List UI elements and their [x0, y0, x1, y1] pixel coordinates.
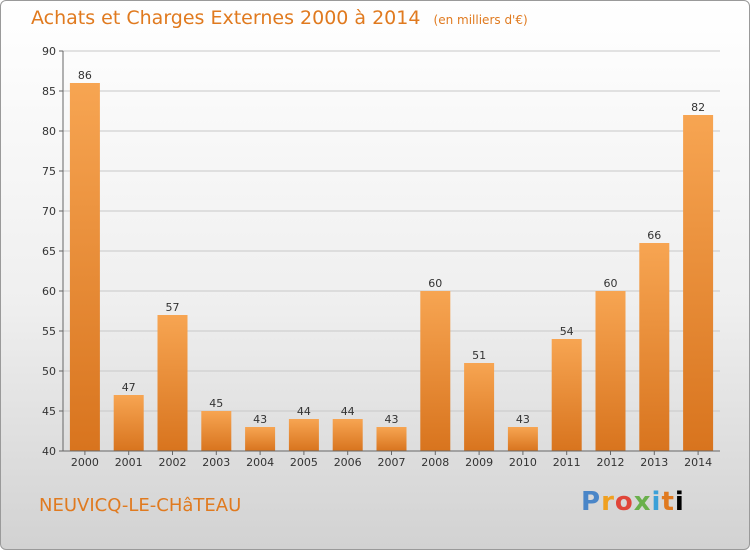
bar — [507, 427, 538, 451]
bar-value-label: 51 — [472, 349, 486, 362]
x-tick-label: 2008 — [421, 456, 449, 469]
x-tick-label: 2009 — [465, 456, 493, 469]
x-tick-label: 2005 — [290, 456, 318, 469]
x-tick-label: 2001 — [115, 456, 143, 469]
bar-value-label: 86 — [78, 69, 92, 82]
bar — [595, 291, 626, 451]
bar-value-label: 43 — [516, 413, 530, 426]
logo-letter: r — [601, 487, 615, 517]
bar-value-label: 54 — [560, 325, 574, 338]
logo-letter: i — [674, 487, 685, 517]
bar — [157, 315, 188, 451]
bar — [69, 83, 100, 451]
x-tick-label: 2014 — [684, 456, 712, 469]
y-tick-label: 50 — [42, 365, 56, 378]
bar — [288, 419, 319, 451]
bar-value-label: 60 — [604, 277, 618, 290]
logo-letter: P — [581, 487, 602, 517]
bar-value-label: 43 — [385, 413, 399, 426]
bar-value-label: 82 — [691, 101, 705, 114]
x-tick-label: 2013 — [640, 456, 668, 469]
y-tick-label: 70 — [42, 205, 56, 218]
y-tick-label: 60 — [42, 285, 56, 298]
bar-value-label: 45 — [209, 397, 223, 410]
title-row: Achats et Charges Externes 2000 à 2014 (… — [31, 7, 528, 29]
bar-value-label: 47 — [122, 381, 136, 394]
x-tick-label: 2002 — [159, 456, 187, 469]
y-tick-label: 75 — [42, 165, 56, 178]
x-tick-label: 2011 — [553, 456, 581, 469]
y-tick-label: 45 — [42, 405, 56, 418]
y-tick-label: 55 — [42, 325, 56, 338]
x-tick-label: 2000 — [71, 456, 99, 469]
chart-unit: (en milliers d'€) — [433, 13, 528, 27]
chart-title: Achats et Charges Externes 2000 à 2014 — [31, 7, 421, 29]
bars: 86 47 57 45 43 44 44 43 60 51 43 54 60 66 82 — [69, 69, 714, 451]
proxiti-logo[interactable]: Proxiti — [581, 487, 685, 517]
x-tick-label: 2004 — [246, 456, 274, 469]
bar — [113, 395, 144, 451]
bar-value-label: 43 — [253, 413, 267, 426]
x-tick-label: 2012 — [597, 456, 625, 469]
x-tick-label: 2003 — [202, 456, 230, 469]
bar — [551, 339, 582, 451]
logo-letter: i — [651, 487, 662, 517]
logo-letter: x — [633, 487, 652, 517]
bar-value-label: 44 — [297, 405, 311, 418]
bar — [245, 427, 276, 451]
y-tick-label: 65 — [42, 245, 56, 258]
bar — [639, 243, 670, 451]
bar — [464, 363, 495, 451]
x-tick-label: 2010 — [509, 456, 537, 469]
y-tick-label: 80 — [42, 125, 56, 138]
bar-value-label: 66 — [647, 229, 661, 242]
x-tick-label: 2006 — [334, 456, 362, 469]
x-tick-label: 2007 — [378, 456, 406, 469]
logo-letter: o — [614, 487, 634, 517]
y-tick-label: 90 — [42, 45, 56, 58]
y-tick-label: 85 — [42, 85, 56, 98]
bar — [332, 419, 363, 451]
bar-value-label: 44 — [341, 405, 355, 418]
bar — [201, 411, 232, 451]
place-name: NEUVICQ-LE-CHâTEAU — [39, 495, 242, 516]
y-tick-label: 40 — [42, 445, 56, 458]
y-axis: 40 45 50 55 60 65 70 75 80 85 90 — [42, 45, 64, 458]
bar — [376, 427, 407, 451]
bar-value-label: 57 — [166, 301, 180, 314]
x-axis: 2000 2001 2002 2003 2004 2005 2006 2007 2008 2009… — [63, 450, 720, 469]
bar — [420, 291, 451, 451]
bar — [683, 115, 714, 451]
bar-value-label: 60 — [428, 277, 442, 290]
logo-letter: t — [661, 487, 675, 517]
